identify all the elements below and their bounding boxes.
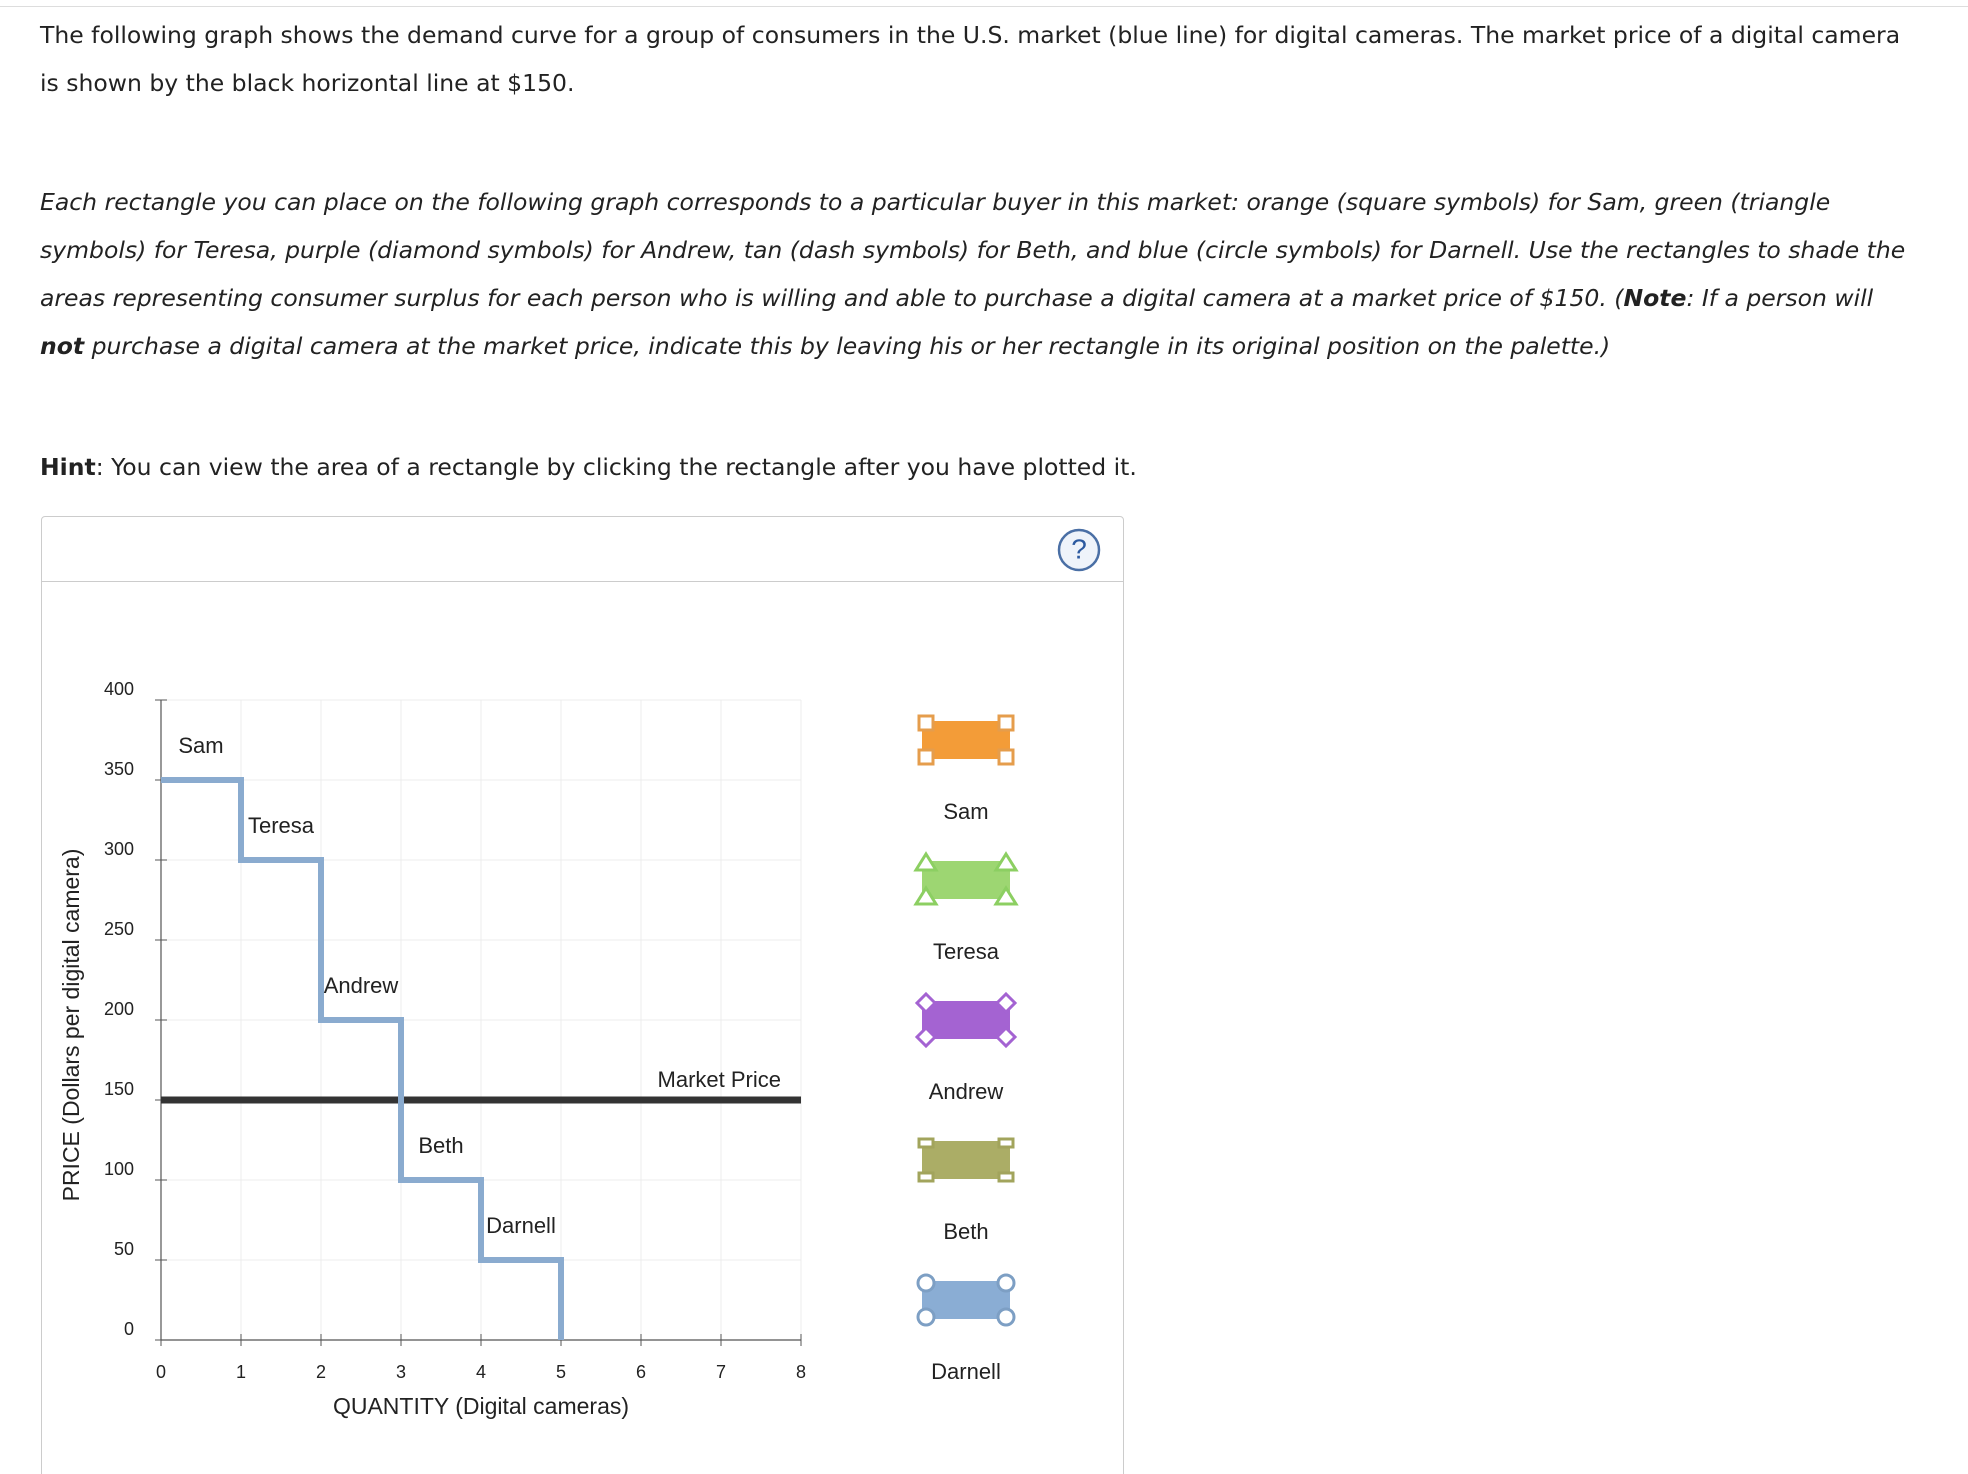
y-tick-label: 400 bbox=[104, 679, 134, 699]
text: : If a person will bbox=[1686, 284, 1874, 312]
y-tick-label: 200 bbox=[104, 999, 134, 1019]
handle bbox=[914, 991, 938, 1015]
palette-item[interactable] bbox=[914, 991, 1018, 1049]
text: purchase a digital camera at the market … bbox=[84, 332, 1611, 360]
graph-panel bbox=[41, 516, 1124, 1474]
x-tick-label: 6 bbox=[636, 1362, 646, 1382]
palette-item[interactable] bbox=[913, 851, 1019, 906]
palette-label: Teresa bbox=[933, 939, 1000, 964]
handle bbox=[917, 1171, 935, 1183]
y-tick-label: 50 bbox=[114, 1239, 134, 1259]
handle bbox=[913, 885, 939, 906]
panel-header bbox=[42, 517, 1123, 582]
bold-text: not bbox=[40, 332, 85, 360]
y-tick-label: 100 bbox=[104, 1159, 134, 1179]
text: Each rectangle you can place on the foll… bbox=[40, 188, 1906, 312]
handle bbox=[997, 714, 1015, 732]
handle bbox=[917, 714, 935, 732]
handle bbox=[994, 1025, 1018, 1049]
palette-rectangle[interactable] bbox=[922, 1141, 1010, 1179]
demand-curve bbox=[161, 777, 564, 1340]
x-tick-label: 0 bbox=[156, 1362, 166, 1382]
x-tick-label: 2 bbox=[316, 1362, 326, 1382]
x-axis-label: QUANTITY (Digital cameras) bbox=[333, 1393, 629, 1419]
handle bbox=[914, 1025, 938, 1049]
handle bbox=[993, 885, 1019, 906]
buyer-label: Andrew bbox=[324, 973, 399, 998]
y-tick-label: 0 bbox=[124, 1319, 134, 1339]
y-tick-label: 250 bbox=[104, 919, 134, 939]
palette-rectangle[interactable] bbox=[922, 721, 1010, 759]
handle bbox=[997, 1137, 1015, 1149]
help-icon[interactable]: ? bbox=[1071, 533, 1087, 564]
x-tick-label: 1 bbox=[236, 1362, 246, 1382]
instructions-text: Each rectangle you can place on the foll… bbox=[40, 178, 1920, 370]
handle bbox=[997, 748, 1015, 766]
palette-label: Beth bbox=[943, 1219, 988, 1244]
intro-text: The following graph shows the demand cur… bbox=[40, 21, 1901, 97]
handle bbox=[913, 851, 939, 872]
handle bbox=[917, 1137, 935, 1149]
palette-rectangle[interactable] bbox=[922, 1001, 1010, 1039]
handle bbox=[916, 1273, 936, 1293]
palette-label: Sam bbox=[943, 799, 988, 824]
handle bbox=[916, 1307, 936, 1327]
buyer-label: Sam bbox=[178, 733, 223, 758]
x-tick-label: 7 bbox=[716, 1362, 726, 1382]
palette-label: Darnell bbox=[931, 1359, 1001, 1384]
x-tick-label: 3 bbox=[396, 1362, 406, 1382]
handle bbox=[997, 1171, 1015, 1183]
y-tick-label: 300 bbox=[104, 839, 134, 859]
x-tick-label: 4 bbox=[476, 1362, 486, 1382]
y-axis-label: PRICE (Dollars per digital camera) bbox=[58, 849, 84, 1202]
buyer-label: Darnell bbox=[486, 1213, 556, 1238]
handle bbox=[917, 748, 935, 766]
palette-item[interactable] bbox=[917, 714, 1015, 766]
palette-rectangle[interactable] bbox=[922, 1281, 1010, 1319]
buyer-label: Beth bbox=[418, 1133, 463, 1158]
y-tick-label: 350 bbox=[104, 759, 134, 779]
bold-text: Note bbox=[1623, 284, 1687, 312]
help-circle[interactable] bbox=[1057, 528, 1101, 572]
text: : You can view the area of a rectangle b… bbox=[95, 453, 1137, 481]
top-border bbox=[0, 6, 1968, 7]
handle bbox=[996, 1273, 1016, 1293]
palette-item[interactable] bbox=[916, 1273, 1016, 1327]
help-button[interactable]: ? bbox=[1057, 528, 1101, 572]
palette-item[interactable] bbox=[917, 1137, 1015, 1183]
buyer-label: Teresa bbox=[248, 813, 315, 838]
x-tick-label: 5 bbox=[556, 1362, 566, 1382]
handle bbox=[996, 1307, 1016, 1327]
hint-text: Hint: You can view the area of a rectang… bbox=[40, 443, 1920, 491]
palette-rectangle[interactable] bbox=[922, 861, 1010, 899]
y-tick-label: 150 bbox=[104, 1079, 134, 1099]
palette-label: Andrew bbox=[929, 1079, 1004, 1104]
bold-text: Hint bbox=[40, 453, 96, 481]
handle bbox=[994, 991, 1018, 1015]
handle bbox=[993, 851, 1019, 872]
market-price-label: Market Price bbox=[658, 1067, 781, 1092]
x-tick-label: 8 bbox=[796, 1362, 806, 1382]
